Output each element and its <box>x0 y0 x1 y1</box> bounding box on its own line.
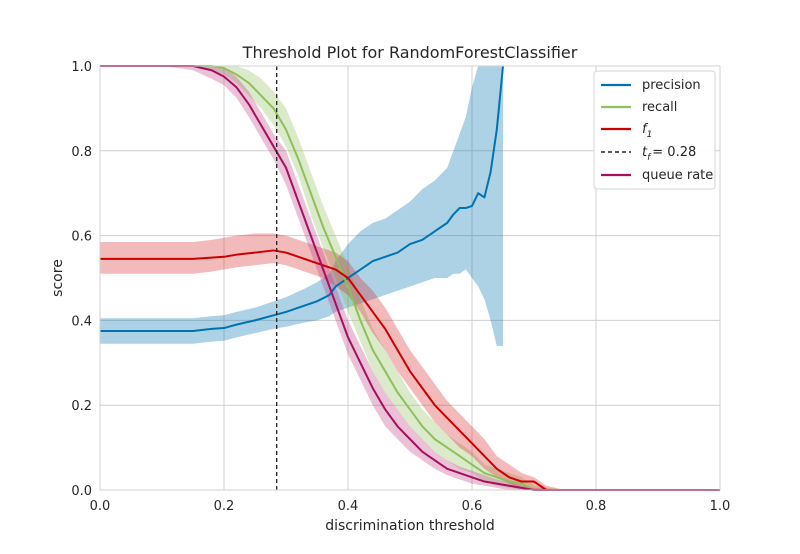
y-tick-label: 0.2 <box>71 399 92 414</box>
plot-frame <box>99 65 721 491</box>
tick-labels: 0.0 0.2 0.4 0.6 0.8 1.0 0.0 0.2 0.4 0.6 0.8 1.0 <box>71 60 730 514</box>
series-lines <box>100 65 720 491</box>
x-tick-label: 0.2 <box>214 499 235 514</box>
y-tick-label: 0.4 <box>71 314 92 329</box>
threshold-value: = 0.28 <box>652 145 696 160</box>
x-tick-label: 0.4 <box>338 499 359 514</box>
x-axis-label: discrimination threshold <box>325 518 495 534</box>
legend-label-f1: f1 <box>642 122 652 140</box>
y-tick-label: 1.0 <box>71 60 92 75</box>
legend-label-recall: recall <box>642 100 677 115</box>
x-tick-label: 0.8 <box>586 499 607 514</box>
confidence-bands <box>100 66 720 491</box>
y-tick-label: 0.0 <box>71 484 92 499</box>
y-tick-label: 0.8 <box>71 145 92 160</box>
y-tick-label: 0.6 <box>71 230 92 245</box>
y-axis-label: score <box>50 259 66 297</box>
legend: precision recall f1 tf = 0.28 queue rate <box>593 70 716 190</box>
threshold-symbol: t <box>642 145 648 160</box>
legend-box <box>593 70 716 190</box>
legend-label-threshold: tf = 0.28 <box>642 145 696 163</box>
recall-band <box>100 66 720 490</box>
x-tick-label: 0.6 <box>462 499 483 514</box>
queue-rate-line <box>100 65 720 491</box>
recall-line <box>100 65 720 491</box>
x-tick-label: 0.0 <box>90 499 111 514</box>
f1-line <box>100 249 720 491</box>
threshold-subscript: f <box>647 153 652 163</box>
legend-label-f1-subscript: 1 <box>647 130 653 140</box>
precision-band <box>100 66 503 346</box>
precision-line <box>100 65 504 332</box>
x-tick-label: 1.0 <box>710 499 731 514</box>
legend-label-precision: precision <box>642 78 701 93</box>
chart-title: Threshold Plot for RandomForestClassifie… <box>242 43 578 62</box>
legend-label-queue-rate: queue rate <box>642 168 713 183</box>
f1-band <box>100 233 720 491</box>
